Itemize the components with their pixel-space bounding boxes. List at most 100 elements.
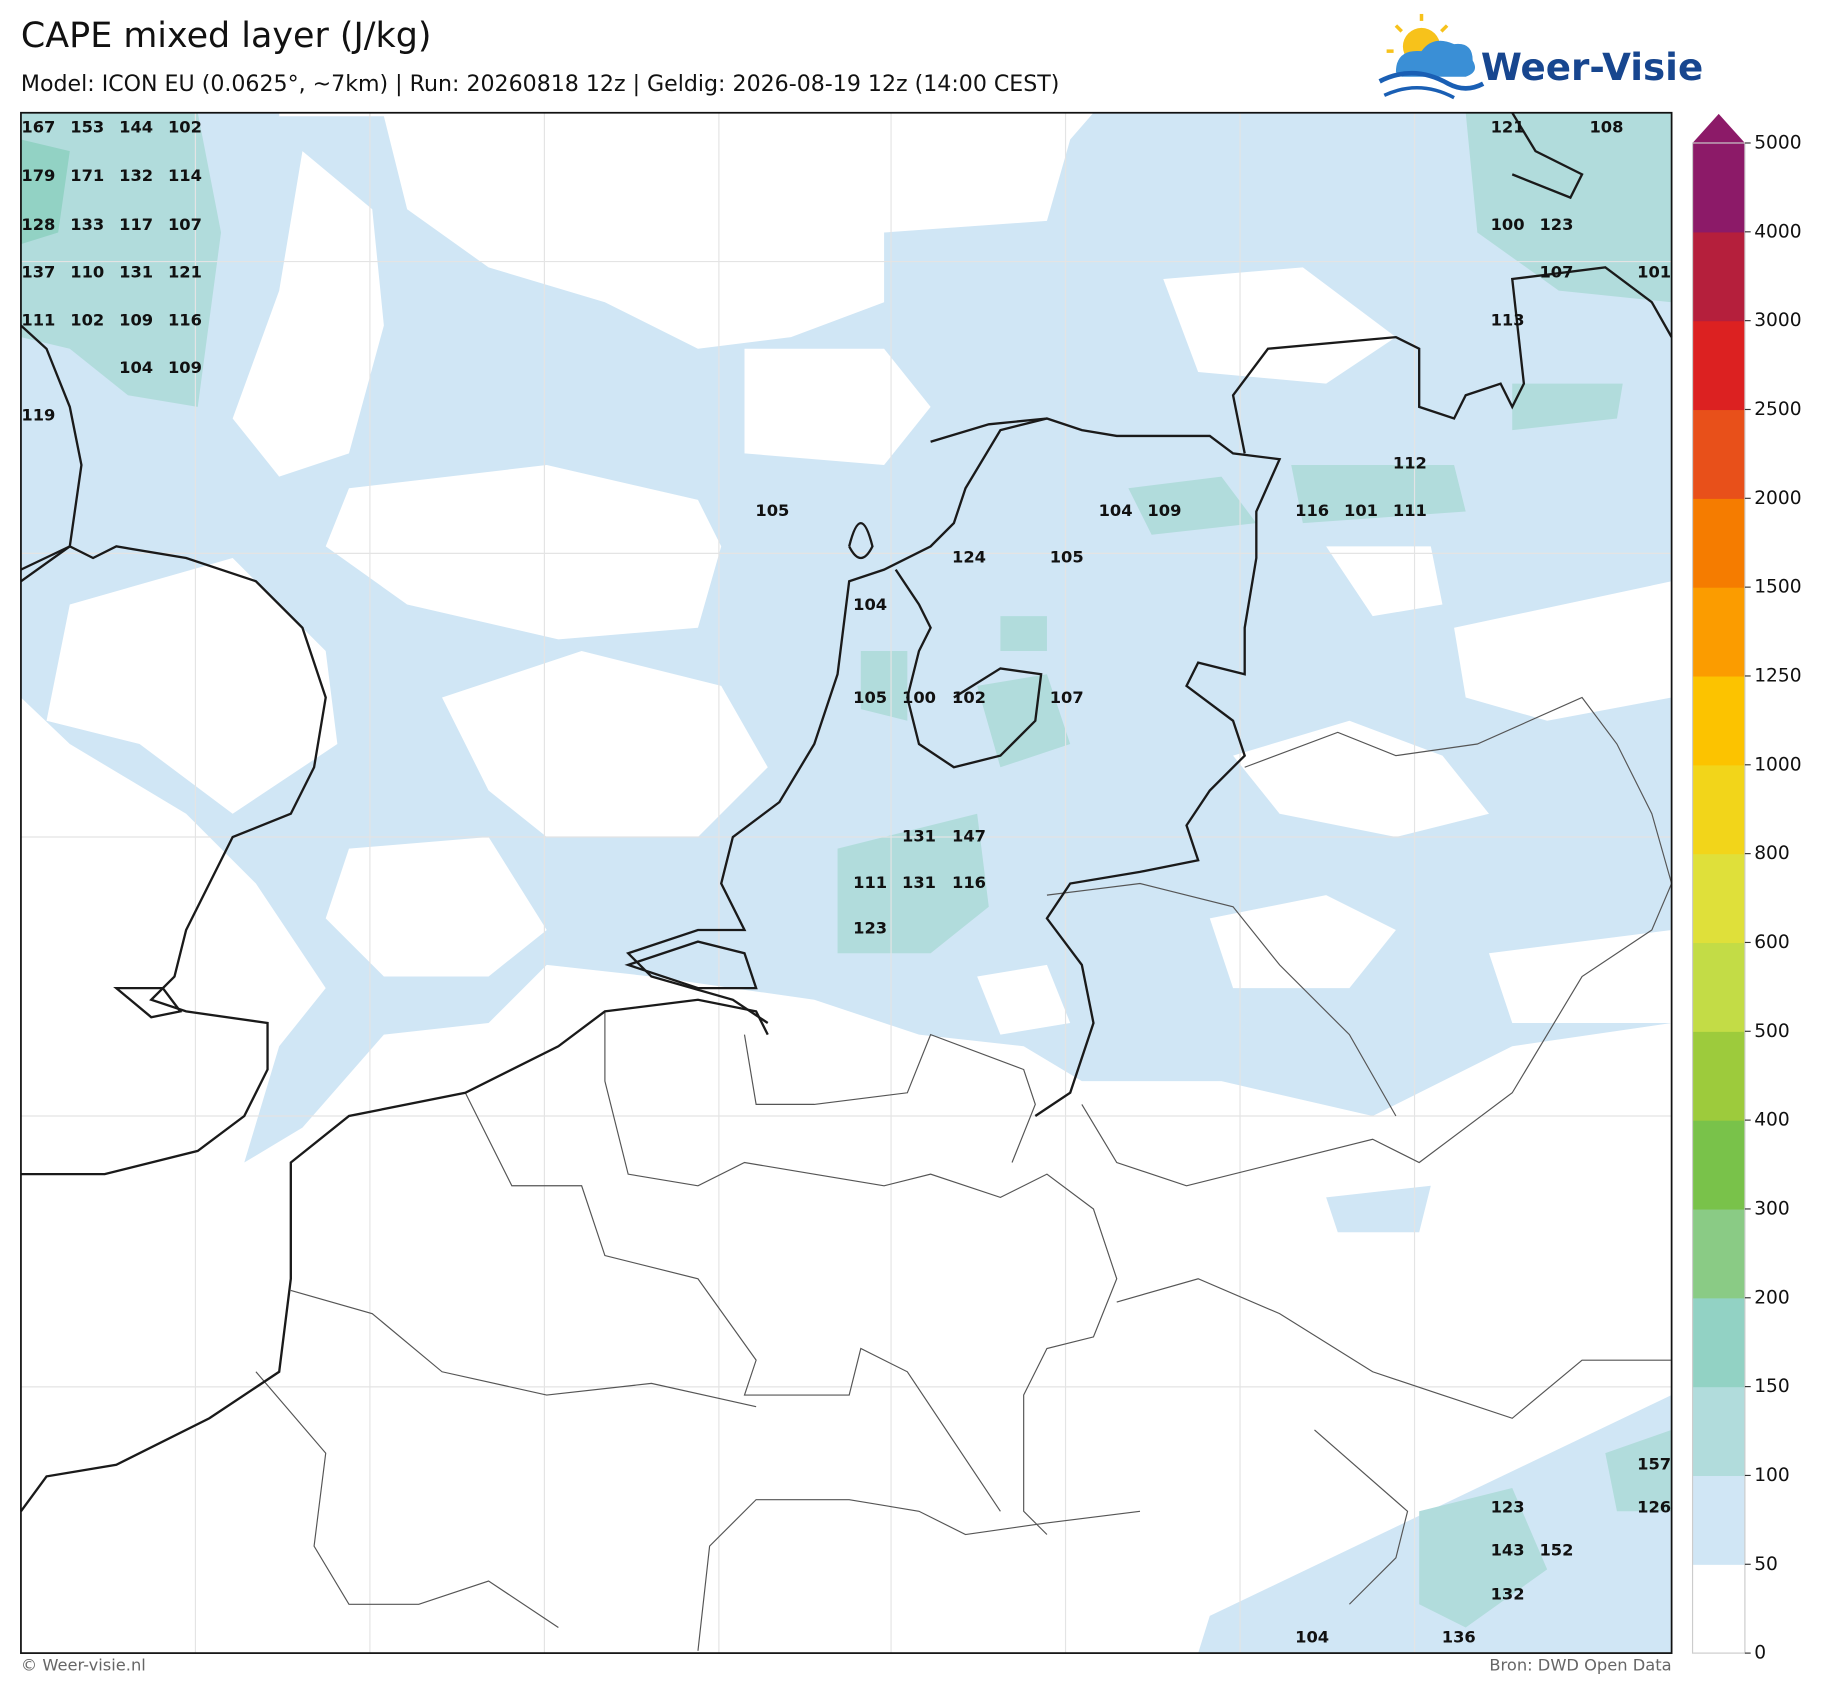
coastline xyxy=(20,112,1673,1512)
colorbar-tick-label: 50 xyxy=(1754,1554,1778,1575)
colorbar-segment xyxy=(1692,142,1745,233)
value-label: 111 xyxy=(21,310,55,329)
map: 167 153 144 102 121 108 179 171 132 114 128 133 117 1… xyxy=(20,112,1673,1654)
colorbar-tick-label: 1250 xyxy=(1754,665,1801,686)
colorbar-segment xyxy=(1692,1564,1745,1654)
value-label: 147 xyxy=(952,827,986,846)
colorbar-segment xyxy=(1692,1386,1745,1477)
value-label: 143 xyxy=(1491,1540,1525,1559)
colorbar-tick-label: 4000 xyxy=(1754,221,1801,242)
value-label: 152 xyxy=(1539,1540,1573,1559)
colorbar-segment xyxy=(1692,1297,1745,1388)
colorbar-tick-label: 400 xyxy=(1754,1110,1790,1131)
borders xyxy=(255,696,1673,1651)
cape-150-area xyxy=(20,139,70,245)
cape-100-area xyxy=(20,112,1672,1628)
colorbar-tick-label: 1500 xyxy=(1754,577,1801,598)
value-label: 107 xyxy=(1050,688,1084,707)
colorbar-tick-label: 150 xyxy=(1754,1376,1790,1397)
value-label: 131 xyxy=(119,263,153,282)
subtitle: Model: ICON EU (0.0625°, ~7km) | Run: 20… xyxy=(21,71,1059,97)
value-label: 105 xyxy=(853,688,887,707)
colorbar-tick-label: 1000 xyxy=(1754,754,1801,775)
colorbar-segment xyxy=(1692,587,1745,677)
value-label: 157 xyxy=(1637,1454,1671,1473)
cape-below-50-area xyxy=(46,112,1672,1035)
value-label: 112 xyxy=(1393,453,1427,472)
value-label: 131 xyxy=(902,873,936,892)
footer-right: Bron: DWD Open Data xyxy=(1489,1655,1671,1674)
footer-left: © Weer-visie.nl xyxy=(21,1655,146,1674)
colorbar-segment xyxy=(1692,764,1745,855)
value-label: 113 xyxy=(1491,310,1525,329)
value-label: 123 xyxy=(1491,1497,1525,1516)
value-label: 131 xyxy=(902,827,936,846)
colorbar-segment xyxy=(1692,1475,1745,1565)
colorbar-segment xyxy=(1692,853,1745,944)
value-label: 100 xyxy=(902,688,936,707)
value-label: 104 xyxy=(1099,501,1133,520)
value-label: 109 xyxy=(119,310,153,329)
value-label: 110 xyxy=(70,263,104,282)
logo: Weer-Visie xyxy=(1378,13,1703,100)
value-label: 111 xyxy=(1393,501,1427,520)
colorbar-tick-label: 2000 xyxy=(1754,488,1801,509)
colorbar-tick-label: 0 xyxy=(1754,1643,1766,1664)
value-label: 111 xyxy=(853,873,887,892)
value-label: 123 xyxy=(853,918,887,937)
value-label: 126 xyxy=(1637,1497,1671,1516)
value-label: 107 xyxy=(168,215,202,234)
colorbar-tick-label: 600 xyxy=(1754,932,1790,953)
colorbar-segment xyxy=(1692,231,1745,322)
colorbar-tick-label: 2500 xyxy=(1754,399,1801,420)
colorbar-segment xyxy=(1692,942,1745,1032)
colorbar-segment xyxy=(1692,1031,1745,1121)
value-label: 119 xyxy=(21,406,55,425)
value-label: 179 xyxy=(21,166,55,185)
value-label: 132 xyxy=(1491,1584,1525,1603)
value-label: 109 xyxy=(1147,501,1181,520)
value-label: 104 xyxy=(853,595,887,614)
colorbar-segment xyxy=(1692,675,1745,766)
value-label: 100 xyxy=(1491,215,1525,234)
value-label: 104 xyxy=(119,358,153,377)
colorbar-segment xyxy=(1692,1120,1745,1210)
colorbar-tick-label: 300 xyxy=(1754,1198,1790,1219)
value-label: 132 xyxy=(119,166,153,185)
colorbar-segment xyxy=(1692,1208,1745,1299)
title: CAPE mixed layer (J/kg) xyxy=(21,16,432,56)
colorbar-tick-label: 800 xyxy=(1754,843,1790,864)
value-label: 101 xyxy=(1344,501,1378,520)
value-label: 102 xyxy=(952,688,986,707)
value-label: 104 xyxy=(1295,1627,1329,1646)
value-label: 116 xyxy=(1295,501,1329,520)
value-label: 105 xyxy=(755,501,789,520)
colorbar-segment xyxy=(1692,498,1745,588)
value-label: 107 xyxy=(1539,263,1573,282)
value-label: 136 xyxy=(1442,1627,1476,1646)
colorbar-segment xyxy=(1692,409,1745,499)
colorbar-frame xyxy=(1691,142,1746,1654)
value-label: 102 xyxy=(70,310,104,329)
value-label: 108 xyxy=(1589,117,1623,136)
colorbar-tick-label: 200 xyxy=(1754,1287,1790,1308)
value-label: 102 xyxy=(168,117,202,136)
colorbar-tick-label: 5000 xyxy=(1754,132,1801,153)
colorbar-tick-label: 100 xyxy=(1754,1465,1790,1486)
colorbar-tick-label: 3000 xyxy=(1754,310,1801,331)
value-label: 171 xyxy=(70,166,104,185)
value-label: 105 xyxy=(1050,548,1084,567)
value-label: 133 xyxy=(70,215,104,234)
value-label: 167 xyxy=(21,117,55,136)
logo-text: Weer-Visie xyxy=(1481,45,1703,89)
value-label: 114 xyxy=(168,166,202,185)
value-label: 144 xyxy=(119,117,153,136)
map-grid xyxy=(20,112,1672,1654)
value-label: 109 xyxy=(168,358,202,377)
value-label: 121 xyxy=(1491,117,1525,136)
colorbar: 0 50 100 150 200 300 400 500 600 800 1000 1250 1500 2… xyxy=(1691,113,1802,1664)
map-frame xyxy=(20,111,1673,1654)
value-label: 121 xyxy=(168,263,202,282)
